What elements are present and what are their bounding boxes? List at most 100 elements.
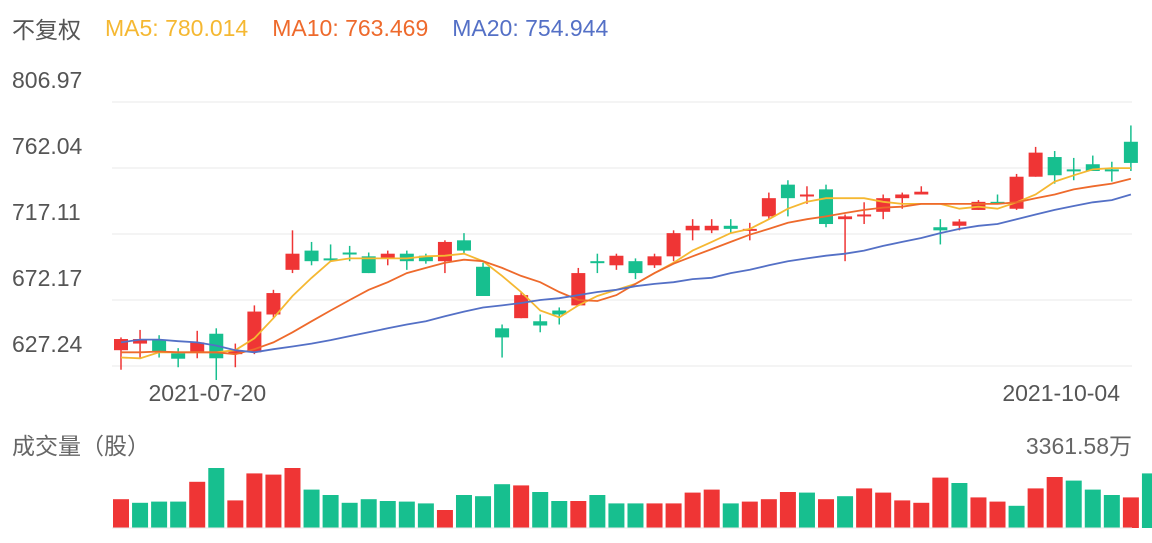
candle-body bbox=[914, 191, 929, 195]
candle bbox=[552, 307, 567, 325]
candle-body bbox=[437, 241, 452, 262]
ma5-legend: MA5: 780.014 bbox=[105, 14, 249, 41]
candle-body bbox=[704, 225, 719, 231]
candle bbox=[495, 324, 510, 358]
volume-bar bbox=[113, 499, 129, 528]
volume-bar bbox=[570, 501, 587, 528]
candle bbox=[990, 194, 1005, 204]
volume-bars bbox=[112, 468, 1152, 529]
candle bbox=[361, 252, 376, 274]
candle bbox=[723, 219, 738, 234]
candle-body bbox=[342, 252, 357, 255]
candle-body bbox=[114, 339, 128, 351]
candle-body bbox=[304, 250, 319, 262]
volume-bar bbox=[589, 495, 606, 528]
ma10-value: 763.469 bbox=[345, 14, 429, 41]
candle bbox=[514, 292, 529, 319]
y-tick-label: 672.17 bbox=[12, 265, 82, 291]
candle-body bbox=[609, 255, 624, 266]
adjust-type-label[interactable]: 不复权 bbox=[12, 17, 81, 43]
volume-bar bbox=[513, 485, 530, 528]
candle-body bbox=[990, 201, 1005, 204]
candle bbox=[1123, 125, 1138, 171]
candle-body bbox=[1085, 164, 1100, 171]
candle-body bbox=[933, 227, 948, 231]
volume-bar bbox=[951, 483, 968, 528]
candle bbox=[533, 314, 548, 333]
candle-body bbox=[323, 258, 338, 261]
candle-body bbox=[838, 216, 853, 220]
candle bbox=[247, 305, 262, 355]
candle-body bbox=[495, 328, 510, 338]
y-tick-label: 717.11 bbox=[12, 199, 81, 225]
candle-body bbox=[228, 350, 243, 355]
volume-bar bbox=[189, 481, 206, 528]
volume-bar bbox=[1027, 488, 1044, 528]
candle bbox=[476, 262, 491, 296]
candle-body bbox=[647, 256, 662, 266]
candle bbox=[857, 202, 872, 225]
candle-body bbox=[571, 273, 586, 306]
candle bbox=[914, 186, 929, 195]
price-axis-labels: 806.97 762.04 717.11 672.17 627.24 bbox=[12, 67, 83, 357]
volume-bar bbox=[684, 492, 701, 528]
volume-title: 成交量（股） bbox=[12, 433, 150, 459]
volume-bar bbox=[475, 496, 492, 528]
candle-body bbox=[171, 353, 186, 359]
candle-body bbox=[266, 293, 281, 315]
ma20-line bbox=[120, 193, 1132, 354]
volume-bar bbox=[246, 473, 263, 528]
candle bbox=[171, 348, 186, 368]
candle bbox=[190, 330, 205, 359]
candle bbox=[266, 289, 281, 318]
candle bbox=[456, 233, 471, 254]
volume-bar bbox=[551, 501, 568, 528]
volume-bar bbox=[665, 503, 682, 528]
volume-bar bbox=[608, 503, 625, 528]
y-tick-label: 762.04 bbox=[12, 133, 83, 159]
candle-body bbox=[628, 261, 643, 274]
volume-bar bbox=[1065, 480, 1082, 528]
volume-bar bbox=[455, 495, 472, 528]
volume-bar bbox=[818, 499, 835, 528]
volume-bar bbox=[913, 502, 930, 528]
volume-bar bbox=[132, 502, 149, 528]
volume-bar bbox=[265, 474, 282, 528]
candle-body bbox=[1104, 169, 1119, 172]
volume-bar bbox=[875, 492, 892, 528]
volume-bar bbox=[532, 492, 549, 528]
candle-body bbox=[590, 261, 605, 264]
x-tick-label: 2021-10-04 bbox=[1002, 380, 1120, 406]
ma5-label: MA5 bbox=[105, 14, 153, 41]
volume-bar bbox=[227, 500, 244, 528]
volume-bar bbox=[436, 510, 453, 528]
candle-body bbox=[133, 339, 148, 344]
candle-body bbox=[742, 228, 757, 231]
volume-bar bbox=[398, 501, 415, 528]
candle-body bbox=[666, 233, 681, 257]
candle-body bbox=[952, 221, 967, 226]
volume-bar bbox=[703, 489, 720, 528]
candle bbox=[761, 192, 776, 220]
candle bbox=[285, 230, 300, 274]
candle bbox=[780, 180, 795, 217]
ma10-line bbox=[121, 177, 1132, 356]
volume-bar bbox=[303, 489, 320, 528]
candle bbox=[228, 343, 243, 368]
candle bbox=[742, 222, 757, 241]
volume-bar bbox=[417, 503, 434, 528]
ma-lines bbox=[120, 167, 1132, 360]
candle bbox=[304, 241, 319, 266]
candle bbox=[323, 244, 338, 262]
volume-bar bbox=[989, 501, 1006, 528]
candle-body bbox=[1066, 169, 1081, 172]
candle bbox=[685, 219, 700, 241]
volume-bar bbox=[322, 495, 339, 528]
date-axis-labels: 2021-07-20 2021-10-04 bbox=[148, 380, 1120, 406]
ma5-line bbox=[120, 167, 1131, 360]
candle bbox=[704, 219, 719, 234]
candle bbox=[1085, 155, 1100, 171]
candle bbox=[418, 253, 433, 264]
candle-body bbox=[533, 321, 548, 326]
